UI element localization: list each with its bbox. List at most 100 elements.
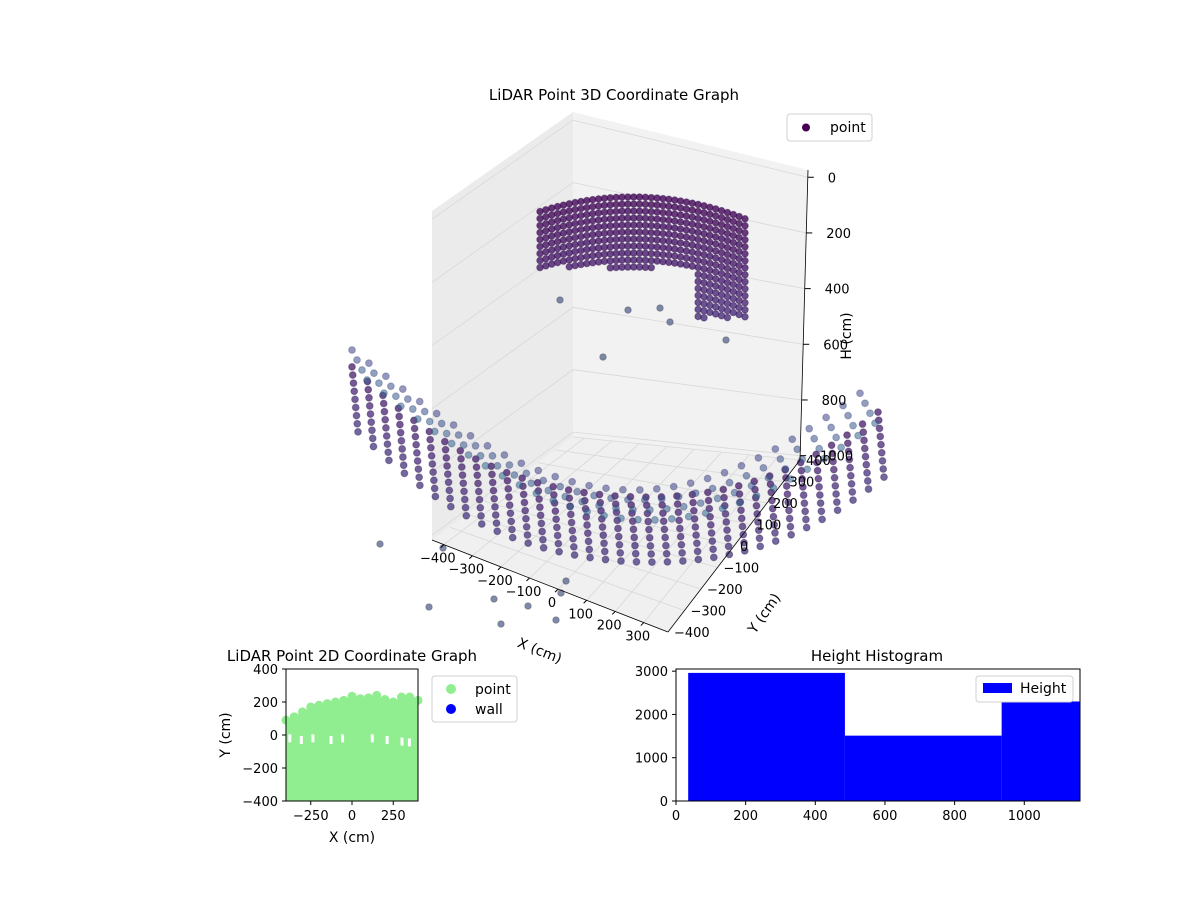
point-3d (723, 313, 732, 322)
point-3d (464, 451, 473, 459)
point-3d (454, 431, 463, 439)
point-3d (771, 529, 779, 537)
point-3d (729, 280, 738, 289)
point-3d (729, 217, 738, 226)
point-2d (355, 694, 365, 704)
point-3d (737, 461, 746, 470)
point-3d (430, 484, 439, 493)
point-3d (786, 475, 795, 483)
point-3d (365, 359, 373, 368)
point-3d (449, 421, 458, 429)
point-3d (837, 443, 846, 452)
point-3d (735, 226, 743, 235)
point-3d (784, 498, 793, 507)
point-3d (798, 474, 807, 483)
point-3d (399, 453, 407, 461)
point-2d (347, 691, 357, 701)
chart-histogram: Height Histogram 0 200 400 600 800 1000 0 1000 2… (635, 647, 1081, 824)
point-3d-outlier (562, 577, 570, 585)
point-3d-outlier (599, 353, 607, 361)
point-3d (708, 537, 717, 546)
point-3d (351, 403, 360, 412)
point-3d (729, 273, 738, 282)
point-3d (741, 298, 749, 307)
point-3d (859, 428, 868, 437)
point-3d (508, 533, 517, 542)
point-3d (858, 420, 867, 428)
point-3d (678, 548, 687, 557)
point-3d (827, 441, 836, 450)
point-3d (446, 502, 455, 511)
point-3d (747, 481, 756, 490)
grid-line-z (431, 182, 807, 283)
point-3d (366, 410, 375, 418)
point-3d (662, 549, 671, 558)
legend-3d-label: point (830, 120, 866, 136)
point-3d (707, 529, 716, 537)
point-3d (645, 525, 653, 534)
point-3d (730, 488, 739, 497)
point-3d (793, 445, 802, 454)
gap-2d (385, 735, 389, 744)
point-3d (709, 545, 717, 554)
point-3d (645, 533, 654, 542)
point-3d (677, 540, 686, 549)
plot-2d (281, 690, 423, 801)
point-2d (380, 695, 390, 705)
point-3d (782, 482, 791, 490)
point-3d (815, 444, 824, 453)
point-3d (447, 439, 456, 448)
point-3d (735, 254, 743, 263)
point-3d (741, 284, 749, 293)
tick-label-x-2d: 250 (381, 809, 406, 824)
tick-label-y: −300 (691, 605, 727, 620)
point-3d (584, 537, 593, 546)
point-3d (861, 452, 870, 461)
point-3d (363, 376, 371, 384)
point-3d (629, 525, 638, 534)
point-3d (652, 484, 661, 493)
point-3d (583, 521, 591, 529)
point-3d (660, 525, 669, 534)
ticks-histogram: 0 200 400 600 800 1000 0 1000 2000 3000 (635, 665, 1041, 824)
point-3d (443, 470, 452, 479)
point-3d (741, 291, 749, 300)
point-3d (634, 515, 642, 524)
point-3d (384, 448, 393, 457)
point-3d (348, 346, 356, 354)
point-3d (539, 543, 548, 552)
point-3d (420, 407, 429, 416)
point-3d (735, 289, 743, 298)
point-3d (353, 419, 362, 428)
point-3d (769, 483, 778, 492)
point-3d (549, 482, 558, 491)
point-3d (396, 402, 405, 411)
point-3d (498, 471, 507, 480)
point-3d (573, 487, 582, 496)
point-3d (370, 369, 378, 378)
histogram-bars (688, 672, 1080, 801)
point-3d (735, 275, 743, 284)
point-3d (561, 492, 570, 501)
gap-2d (370, 734, 374, 743)
point-3d (460, 495, 469, 504)
point-3d (583, 529, 592, 538)
tick-label-y: 0 (740, 540, 748, 555)
point-3d (832, 490, 840, 498)
point-3d (829, 457, 837, 466)
z-axis-line (799, 169, 809, 461)
legend-2d-label-point: point (475, 682, 511, 698)
tick-label-x-hist: 200 (733, 809, 758, 824)
point-3d (552, 515, 561, 524)
point-3d (783, 490, 792, 499)
tick-label-y-hist: 2000 (635, 708, 668, 723)
point-2d (364, 693, 373, 703)
point-3d (644, 517, 653, 526)
point-3d (801, 507, 810, 516)
point-3d (755, 534, 764, 543)
point-3d (713, 494, 722, 503)
point-3d (396, 428, 405, 437)
point-3d (398, 445, 407, 453)
point-3d (471, 455, 480, 463)
point-3d (490, 494, 499, 503)
